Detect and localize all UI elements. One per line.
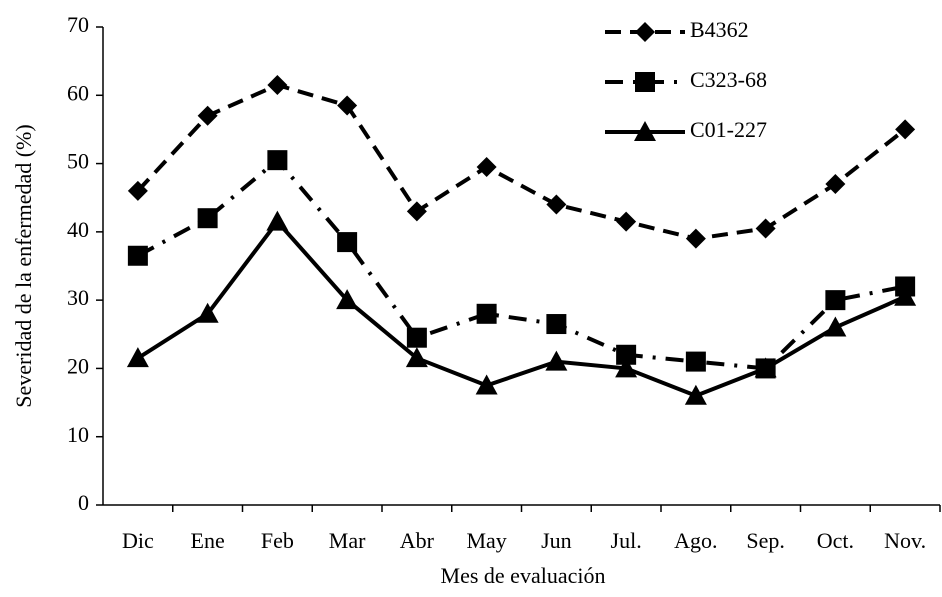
legend-label: C01-227 bbox=[690, 117, 767, 142]
x-tick-label: Nov. bbox=[884, 528, 926, 553]
data-point bbox=[267, 150, 288, 171]
x-tick-label: Feb bbox=[261, 528, 294, 553]
data-point bbox=[685, 228, 706, 249]
series-line bbox=[136, 157, 906, 371]
data-point bbox=[336, 289, 359, 310]
data-point bbox=[126, 347, 149, 368]
y-tick-label: 20 bbox=[67, 353, 89, 378]
data-point bbox=[616, 211, 637, 232]
data-point bbox=[127, 245, 148, 266]
data-point bbox=[545, 350, 568, 371]
series-line bbox=[136, 218, 906, 398]
x-tick-label: Jul. bbox=[611, 528, 642, 553]
data-point bbox=[615, 357, 638, 378]
x-tick-label: Jun bbox=[541, 528, 572, 553]
x-tick-label: Mar bbox=[329, 528, 366, 553]
legend-label: B4362 bbox=[690, 17, 749, 42]
y-tick-label: 70 bbox=[67, 12, 89, 37]
data-point bbox=[267, 75, 288, 96]
data-point bbox=[475, 374, 498, 395]
data-point bbox=[825, 174, 846, 195]
x-tick-label: Dic bbox=[122, 528, 154, 553]
legend-label: C323-68 bbox=[690, 67, 767, 92]
x-tick-label: Ago. bbox=[674, 528, 717, 553]
y-tick-label: 10 bbox=[67, 422, 89, 447]
data-point bbox=[895, 119, 916, 140]
x-tick-label: Oct. bbox=[817, 528, 854, 553]
y-tick-label: 40 bbox=[67, 217, 89, 242]
series-line bbox=[136, 82, 907, 241]
data-point bbox=[196, 302, 219, 323]
data-point bbox=[684, 384, 707, 405]
data-point bbox=[127, 180, 148, 201]
data-point bbox=[476, 303, 497, 324]
data-point bbox=[266, 210, 289, 231]
data-point bbox=[406, 201, 427, 222]
legend-marker bbox=[634, 121, 656, 141]
data-point bbox=[546, 314, 567, 335]
data-point bbox=[197, 105, 218, 126]
y-tick-label: 30 bbox=[67, 285, 89, 310]
data-point bbox=[337, 95, 358, 116]
data-point bbox=[337, 232, 358, 253]
data-point bbox=[825, 290, 846, 311]
data-point bbox=[685, 351, 706, 372]
data-point bbox=[546, 194, 567, 215]
x-tick-label: May bbox=[466, 528, 506, 553]
x-axis-label: Mes de evaluación bbox=[441, 563, 606, 588]
y-tick-label: 60 bbox=[67, 80, 89, 105]
x-tick-label: Ene bbox=[191, 528, 225, 553]
x-tick-label: Abr bbox=[400, 528, 435, 553]
data-point bbox=[824, 316, 847, 337]
legend-marker bbox=[635, 72, 655, 92]
y-tick-label: 50 bbox=[67, 149, 89, 174]
y-axis-label: Severidad de la enfermedad (%) bbox=[11, 124, 36, 407]
data-point bbox=[616, 344, 637, 365]
legend-marker bbox=[635, 22, 655, 42]
data-point bbox=[197, 208, 218, 229]
data-point bbox=[754, 357, 777, 378]
data-point bbox=[476, 156, 497, 177]
data-point bbox=[755, 218, 776, 239]
x-tick-label: Sep. bbox=[746, 528, 785, 553]
data-point bbox=[405, 347, 428, 368]
data-point bbox=[406, 327, 427, 348]
data-point bbox=[894, 285, 917, 306]
y-tick-label: 0 bbox=[78, 490, 89, 515]
